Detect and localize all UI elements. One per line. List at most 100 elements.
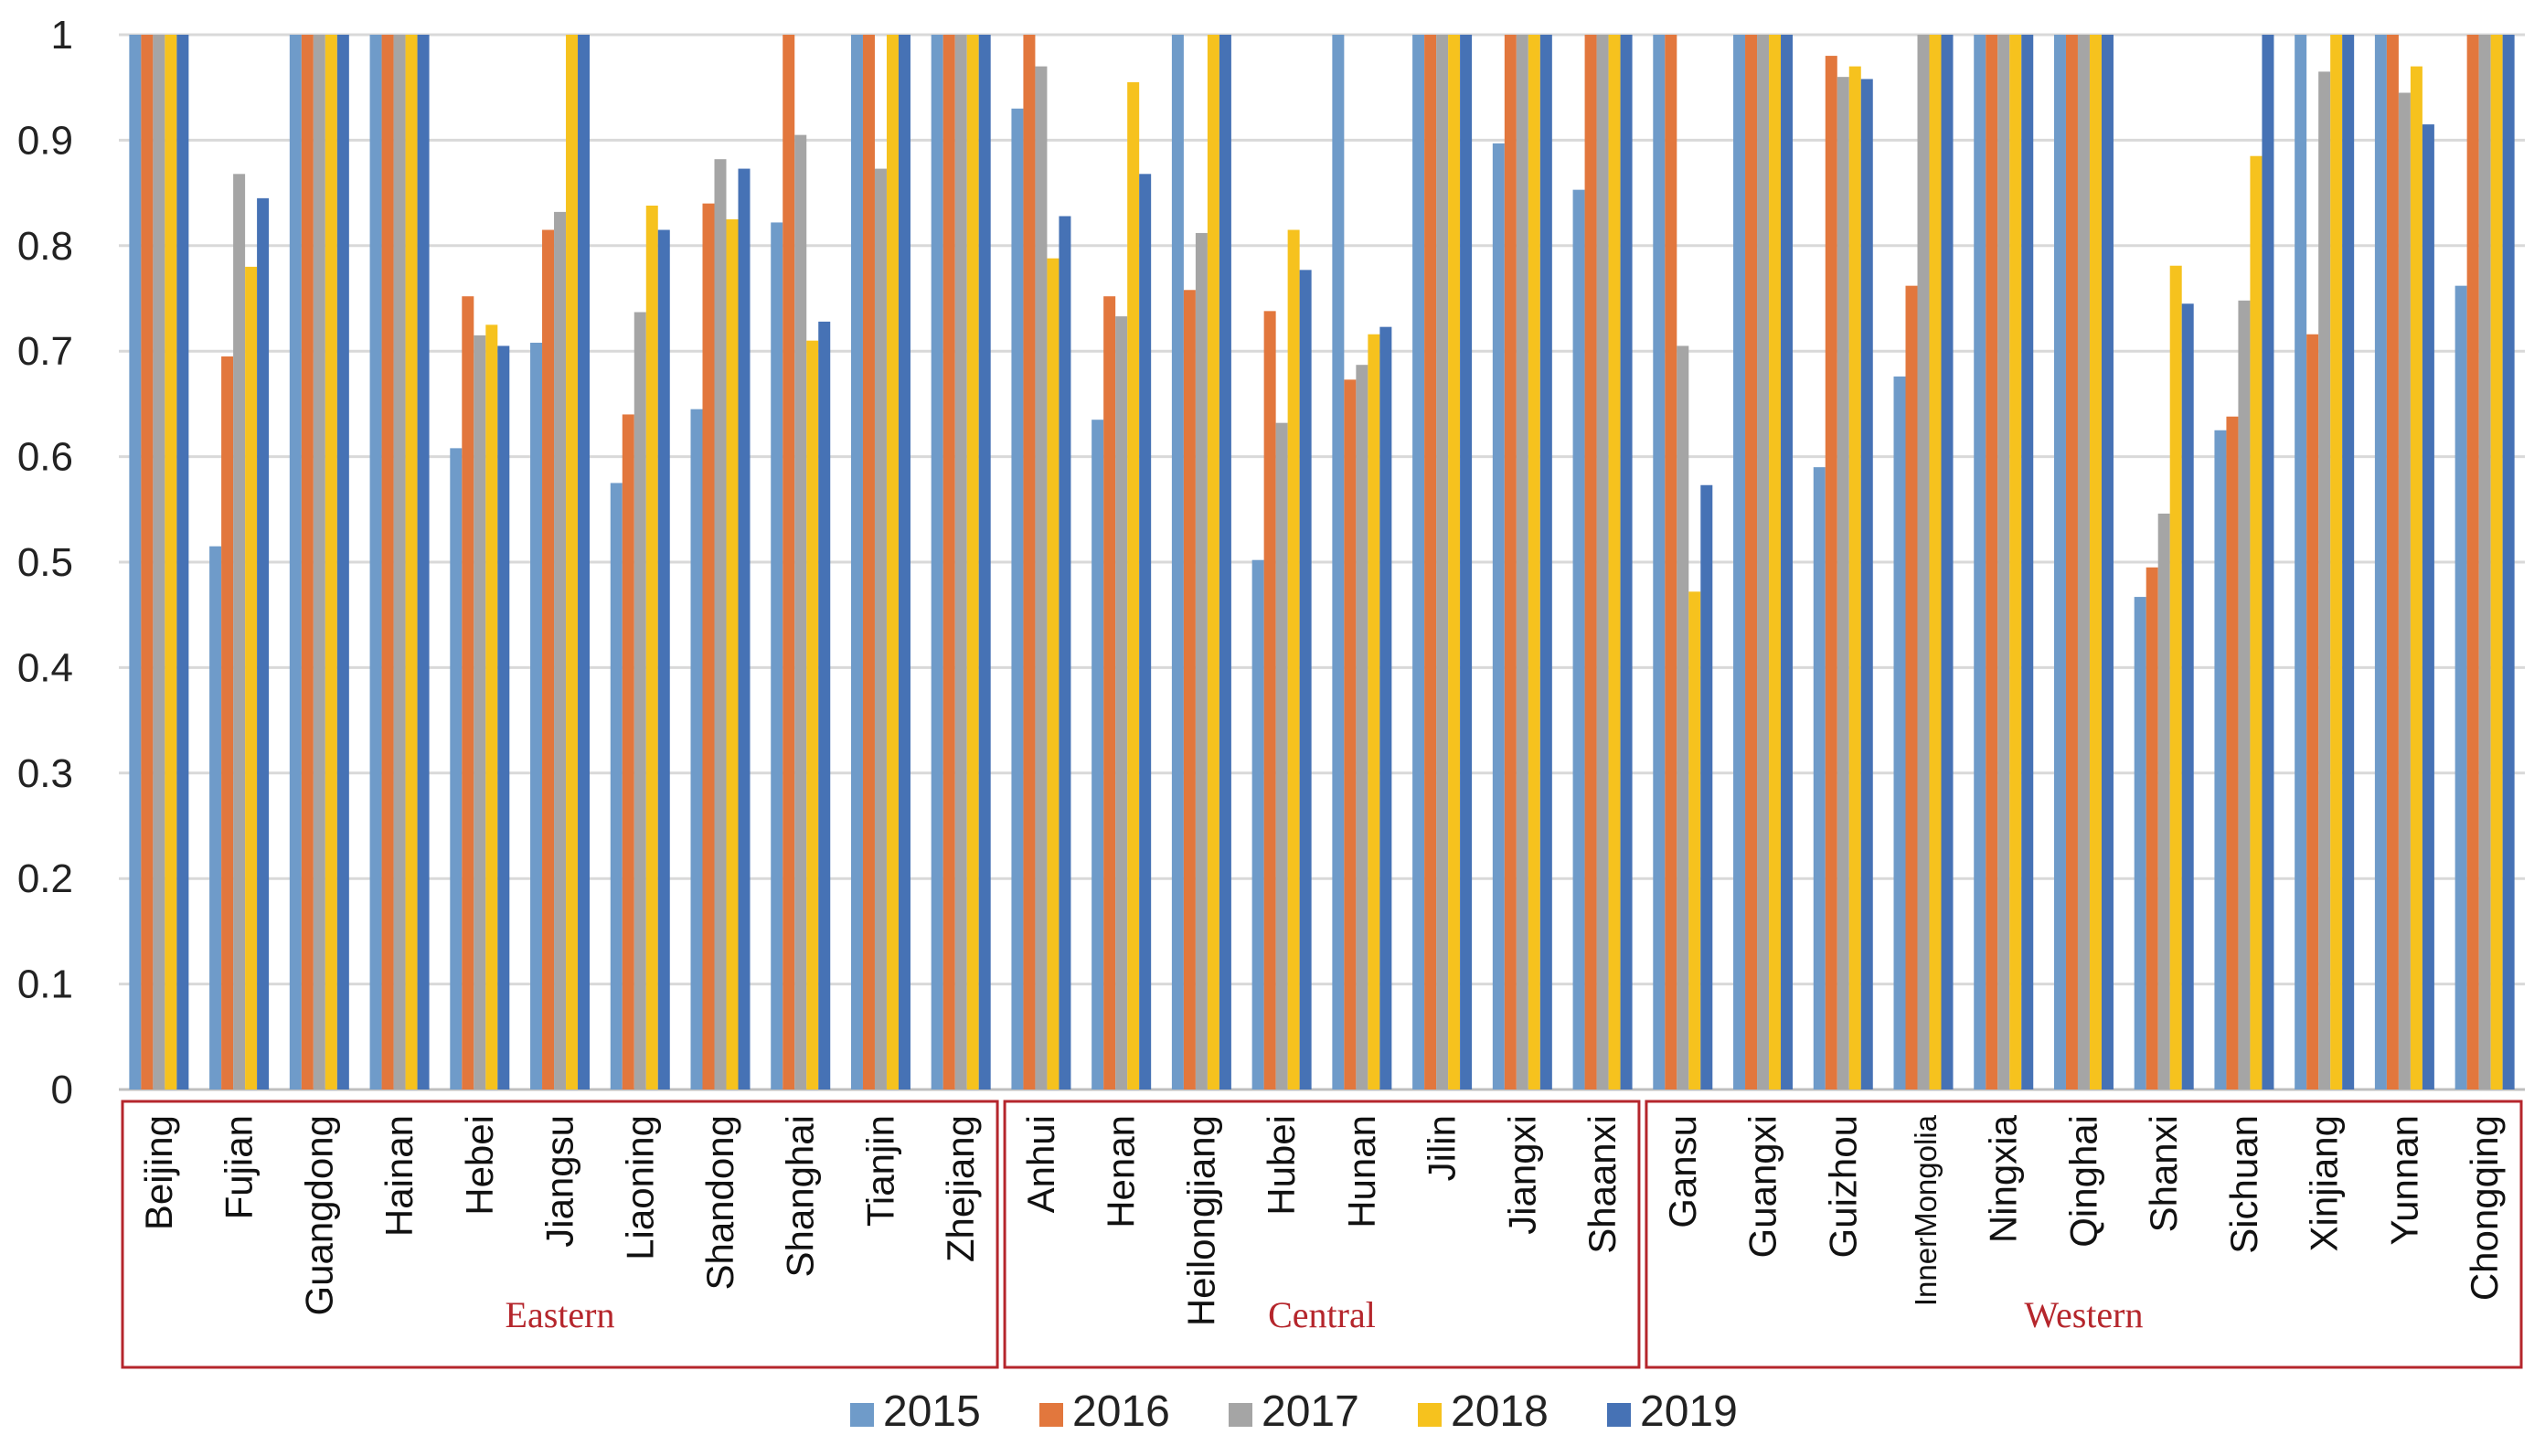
bar-2018-guangxi bbox=[1769, 35, 1782, 1089]
bar-2016-shanxi bbox=[2146, 567, 2158, 1089]
bar-2015-hubei bbox=[1251, 559, 1264, 1089]
bar-2017-heilongjiang bbox=[1195, 232, 1208, 1089]
bar-2017-gansu bbox=[1677, 345, 1689, 1089]
bar-2018-qinghai bbox=[2089, 35, 2102, 1089]
bar-2017-hunan bbox=[1356, 365, 1368, 1089]
bar-2019-qinghai bbox=[2101, 35, 2114, 1089]
bar-2019-sichuan bbox=[2262, 35, 2274, 1089]
category-label: Hunan bbox=[1340, 1115, 1383, 1228]
category-label: Shanghai bbox=[779, 1115, 822, 1278]
bar-2015-fujian bbox=[209, 546, 222, 1089]
category-label: Liaoning bbox=[618, 1115, 661, 1260]
bar-2017-tianjin bbox=[874, 168, 887, 1090]
bar-2015-jiangxi bbox=[1492, 143, 1505, 1089]
bar-2016-qinghai bbox=[2065, 35, 2078, 1089]
bar-2019-shanxi bbox=[2181, 303, 2194, 1089]
bar-2018-sichuan bbox=[2250, 155, 2263, 1089]
category-label: Hebei bbox=[458, 1115, 501, 1216]
bar-2017-beijing bbox=[153, 35, 165, 1089]
bar-2016-shandong bbox=[702, 203, 715, 1089]
bar-2017-qinghai bbox=[2077, 35, 2090, 1089]
bar-2018-hainan bbox=[405, 35, 418, 1089]
bar-2015-hebei bbox=[450, 448, 463, 1089]
y-tick-label: 0.2 bbox=[17, 856, 73, 901]
bar-2019-beijing bbox=[176, 35, 189, 1089]
category-label: Shaanxi bbox=[1581, 1115, 1624, 1254]
y-tick-label: 1 bbox=[51, 13, 73, 58]
bar-2015-beijing bbox=[129, 35, 142, 1089]
bar-2019-anhui bbox=[1059, 216, 1071, 1089]
bar-2018-ningxia bbox=[2009, 35, 2022, 1089]
bar-2016-shanghai bbox=[783, 35, 795, 1089]
bar-2015-shandong bbox=[690, 409, 703, 1089]
bar-2019-chongqing bbox=[2502, 35, 2515, 1089]
bar-2017-ningxia bbox=[1997, 35, 2010, 1089]
bar-2019-xinjiang bbox=[2342, 35, 2355, 1089]
category-label: Shanxi bbox=[2142, 1115, 2185, 1232]
bar-2017-liaoning bbox=[634, 312, 646, 1089]
bar-2016-gansu bbox=[1665, 35, 1677, 1089]
bar-2018-hubei bbox=[1287, 229, 1300, 1090]
category-label: Yunnan bbox=[2382, 1115, 2425, 1246]
bar-2017-shanxi bbox=[2157, 513, 2170, 1089]
bar-2016-hainan bbox=[381, 35, 394, 1089]
bar-2018-jiangxi bbox=[1528, 35, 1540, 1089]
bar-2019-ningxia bbox=[2021, 35, 2034, 1089]
category-label: Jiangsu bbox=[538, 1115, 581, 1248]
bar-2018-shaanxi bbox=[1608, 35, 1621, 1089]
bar-2016-guangdong bbox=[301, 35, 314, 1089]
y-tick-label: 0.9 bbox=[17, 118, 73, 163]
y-tick-label: 0 bbox=[51, 1068, 73, 1112]
legend-label: 2017 bbox=[1262, 1387, 1359, 1436]
bar-2017-yunnan bbox=[2398, 92, 2411, 1090]
bar-2016-zhejiang bbox=[942, 35, 955, 1089]
category-label: Sichuan bbox=[2222, 1115, 2265, 1254]
bar-2018-hunan bbox=[1368, 334, 1380, 1090]
category-label: Chongqing bbox=[2463, 1115, 2506, 1301]
bar-2019-heilongjiang bbox=[1219, 35, 1231, 1089]
bar-2016-hubei bbox=[1263, 311, 1276, 1089]
bar-2015-yunnan bbox=[2374, 35, 2387, 1089]
bar-2015-heilongjiang bbox=[1171, 35, 1184, 1089]
bar-2019-innermongolia bbox=[1941, 35, 1954, 1089]
bar-2015-guangxi bbox=[1733, 35, 1746, 1089]
legend-label: 2019 bbox=[1640, 1387, 1738, 1436]
bar-2017-hubei bbox=[1275, 422, 1288, 1089]
bar-2015-zhejiang bbox=[931, 35, 943, 1089]
bar-2015-shanxi bbox=[2134, 597, 2146, 1089]
bar-2019-henan bbox=[1139, 174, 1152, 1089]
legend-swatch bbox=[1607, 1403, 1631, 1427]
bar-2015-hunan bbox=[1332, 35, 1345, 1089]
y-tick-label: 0.5 bbox=[17, 540, 73, 585]
bar-2017-guangxi bbox=[1757, 35, 1770, 1089]
bar-2018-hebei bbox=[485, 324, 498, 1090]
category-label: InnerMongolia bbox=[1909, 1114, 1943, 1306]
region-label: Western bbox=[2024, 1294, 2143, 1335]
bar-2016-yunnan bbox=[2386, 35, 2399, 1089]
bar-2018-fujian bbox=[245, 266, 258, 1089]
bar-2016-fujian bbox=[221, 356, 234, 1090]
bar-2015-hainan bbox=[369, 35, 382, 1089]
bar-2015-jilin bbox=[1412, 35, 1425, 1089]
legend-swatch bbox=[1229, 1403, 1252, 1427]
bar-2016-guizhou bbox=[1825, 56, 1837, 1090]
bar-2016-chongqing bbox=[2466, 35, 2479, 1089]
region-box bbox=[121, 1100, 999, 1369]
bar-2015-tianjin bbox=[850, 35, 863, 1089]
bar-2017-jilin bbox=[1436, 35, 1449, 1089]
bar-2016-shaanxi bbox=[1584, 35, 1597, 1089]
bar-2015-gansu bbox=[1653, 35, 1666, 1089]
bar-2019-fujian bbox=[257, 197, 270, 1089]
y-tick-label: 0.6 bbox=[17, 435, 73, 480]
category-label: Guizhou bbox=[1821, 1115, 1864, 1258]
category-label: Heilongjiang bbox=[1179, 1115, 1222, 1326]
bar-2015-sichuan bbox=[2214, 430, 2227, 1089]
category-label: Beijing bbox=[137, 1115, 180, 1230]
bar-2018-yunnan bbox=[2410, 66, 2423, 1090]
bar-2016-hebei bbox=[462, 296, 474, 1089]
bar-2019-tianjin bbox=[898, 35, 910, 1089]
bar-2017-guizhou bbox=[1837, 77, 1849, 1089]
bar-2017-shandong bbox=[714, 159, 727, 1089]
bar-2017-sichuan bbox=[2238, 300, 2251, 1090]
